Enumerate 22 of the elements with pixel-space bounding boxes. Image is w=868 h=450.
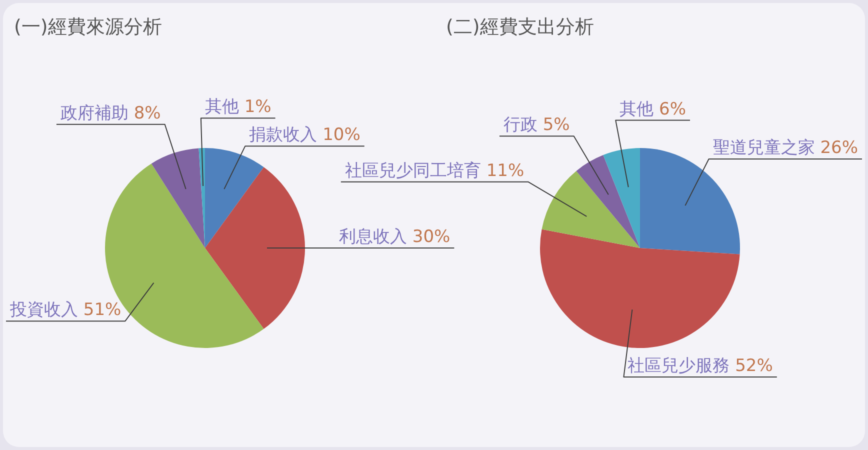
- slice-label: 其他: [620, 99, 654, 120]
- data-label: 10%: [322, 125, 360, 146]
- slice-label: 社區兒少服務: [628, 356, 730, 376]
- data-label: 11%: [486, 160, 524, 181]
- data-label: 26%: [820, 138, 858, 158]
- slice-label: 投資收入: [9, 300, 78, 320]
- slice-label: 利息收入: [339, 227, 407, 247]
- slice-label: 社區兒少同工培育: [344, 160, 481, 181]
- slice-label: 行政: [503, 115, 538, 136]
- data-label: 52%: [735, 356, 773, 376]
- slice-label: 政府補助: [60, 103, 128, 124]
- slice-label: 捐款收入: [249, 125, 318, 146]
- slice-label: 其他: [204, 97, 239, 118]
- data-label: 8%: [134, 103, 161, 124]
- data-label: 1%: [244, 97, 272, 118]
- data-label: 6%: [659, 99, 686, 120]
- slice-label: 聖道兒童之家: [712, 138, 815, 158]
- data-label: 30%: [412, 227, 450, 247]
- data-label: 5%: [542, 115, 570, 136]
- chart-title: (一)經費來源分析: [14, 15, 162, 40]
- data-label: 51%: [83, 300, 122, 320]
- chart-title: (二)經費支出分析: [446, 15, 594, 40]
